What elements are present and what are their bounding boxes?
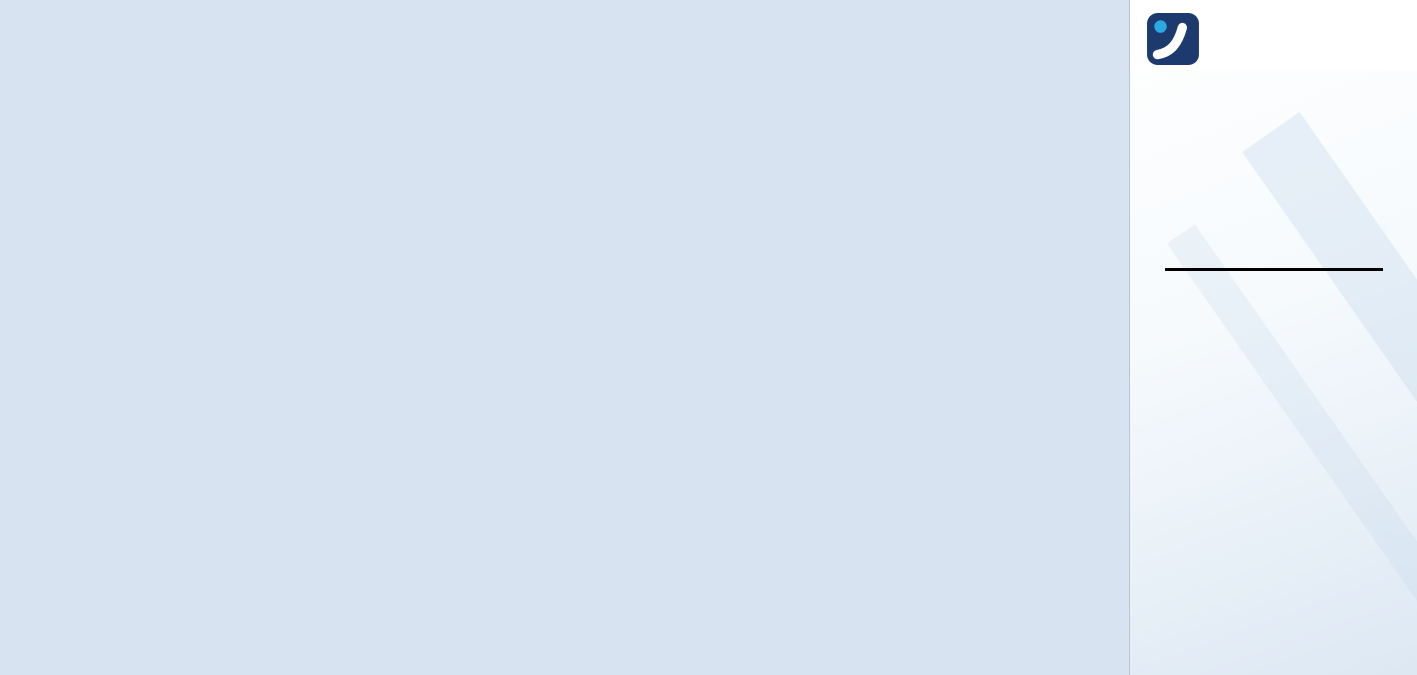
chart-region: [0, 0, 1129, 675]
chart-header: [38, 16, 39, 25]
logo-block: [1130, 0, 1417, 71]
brand-sidebar: [1129, 0, 1417, 675]
plot-area: [22, 146, 1121, 611]
cagr-block: [1130, 256, 1417, 287]
cagr-divider: [1164, 268, 1383, 271]
imarc-logo-icon: [1146, 12, 1200, 71]
